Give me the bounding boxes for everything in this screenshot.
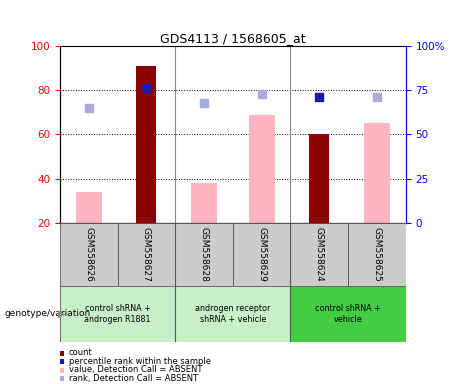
Bar — [175, 223, 233, 286]
Bar — [364, 123, 390, 223]
Text: control shRNA +
androgen R1881: control shRNA + androgen R1881 — [84, 304, 151, 324]
Text: GSM558625: GSM558625 — [372, 227, 381, 282]
Point — [200, 99, 207, 106]
Point — [258, 91, 266, 97]
Point — [373, 94, 381, 100]
Text: control shRNA +
vehicle: control shRNA + vehicle — [315, 304, 381, 324]
Bar — [290, 223, 348, 286]
Text: GSM558629: GSM558629 — [257, 227, 266, 282]
Bar — [60, 223, 118, 286]
Bar — [175, 286, 290, 342]
Bar — [309, 134, 329, 223]
Text: GSM558626: GSM558626 — [84, 227, 93, 282]
Text: count: count — [69, 348, 93, 358]
Text: androgen receptor
shRNA + vehicle: androgen receptor shRNA + vehicle — [195, 304, 271, 324]
Text: GSM558627: GSM558627 — [142, 227, 151, 282]
Bar — [118, 223, 175, 286]
Point — [85, 105, 92, 111]
Text: genotype/variation: genotype/variation — [5, 310, 91, 318]
Bar — [60, 286, 175, 342]
Bar — [290, 286, 406, 342]
Bar — [191, 183, 217, 223]
Text: value, Detection Call = ABSENT: value, Detection Call = ABSENT — [69, 365, 202, 374]
Text: GSM558624: GSM558624 — [315, 227, 324, 282]
Bar — [136, 66, 156, 223]
Bar — [348, 223, 406, 286]
Point — [315, 94, 323, 100]
Bar — [76, 192, 102, 223]
Text: percentile rank within the sample: percentile rank within the sample — [69, 357, 211, 366]
Text: rank, Detection Call = ABSENT: rank, Detection Call = ABSENT — [69, 374, 198, 383]
Bar — [233, 223, 290, 286]
Text: GSM558628: GSM558628 — [200, 227, 208, 282]
Bar — [248, 114, 275, 223]
Point — [142, 85, 150, 91]
Text: ▶: ▶ — [58, 309, 65, 319]
Title: GDS4113 / 1568605_at: GDS4113 / 1568605_at — [160, 32, 306, 45]
